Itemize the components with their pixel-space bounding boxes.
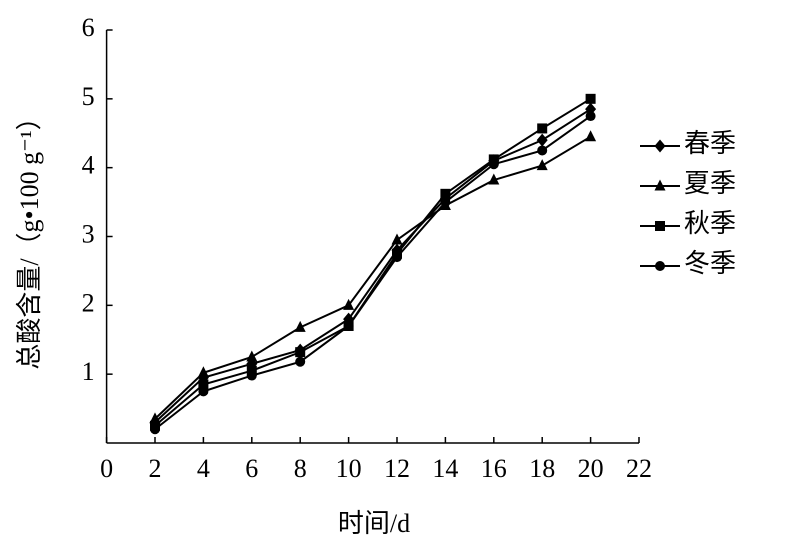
legend-label: 夏季: [684, 169, 736, 198]
series-line: [154, 135, 592, 420]
x-tick-label: 14: [432, 454, 458, 483]
data-point: [295, 356, 306, 367]
x-tick-label: 12: [384, 454, 410, 483]
data-point: [585, 111, 596, 122]
x-axis-label: 时间/d: [338, 509, 410, 538]
series-line: [154, 108, 592, 424]
data-point: [391, 233, 403, 245]
x-tick-label: 22: [626, 454, 652, 483]
legend-label: 冬季: [684, 249, 736, 278]
x-tick-label: 20: [578, 454, 604, 483]
data-point: [488, 173, 500, 185]
y-tick-label: 2: [82, 288, 95, 317]
data-point: [246, 370, 257, 381]
y-tick-label: 5: [82, 82, 95, 111]
y-tick-label: 1: [82, 357, 95, 386]
data-point: [536, 133, 548, 147]
x-tick-label: 10: [336, 454, 362, 483]
data-point: [150, 424, 160, 435]
y-tick-label: 6: [82, 13, 95, 42]
data-point: [585, 130, 597, 142]
legend-marker: [655, 261, 665, 271]
data-point: [198, 386, 209, 397]
legend-marker: [654, 139, 666, 153]
data-point: [537, 123, 548, 134]
data-point: [537, 145, 548, 156]
legend-marker: [655, 221, 665, 231]
data-point: [197, 366, 209, 378]
data-point: [246, 350, 258, 362]
x-tick-label: 8: [294, 454, 307, 483]
series-line: [154, 115, 592, 431]
data-point: [536, 159, 548, 171]
x-tick-label: 0: [100, 454, 113, 483]
data-point: [392, 252, 402, 263]
x-tick-label: 6: [245, 454, 258, 483]
y-tick-label: 3: [82, 219, 95, 248]
x-tick-label: 2: [149, 454, 162, 483]
data-point: [198, 379, 209, 390]
data-point: [440, 197, 451, 208]
data-point: [149, 412, 161, 424]
data-point: [440, 188, 451, 199]
data-point: [343, 320, 354, 331]
x-tick-label: 4: [197, 454, 210, 483]
data-point: [343, 298, 355, 310]
y-tick-label: 4: [82, 151, 95, 180]
data-point: [585, 93, 596, 104]
legend-marker: [654, 179, 666, 191]
x-tick-label: 16: [481, 454, 507, 483]
legend-label: 秋季: [684, 209, 736, 238]
data-point: [295, 347, 306, 358]
x-tick-label: 18: [529, 454, 555, 483]
data-point: [294, 320, 306, 332]
legend-label: 春季: [684, 129, 736, 158]
y-axis-label: 总酸含量/（g•100 g⁻¹）: [15, 104, 44, 369]
data-point: [488, 159, 499, 170]
